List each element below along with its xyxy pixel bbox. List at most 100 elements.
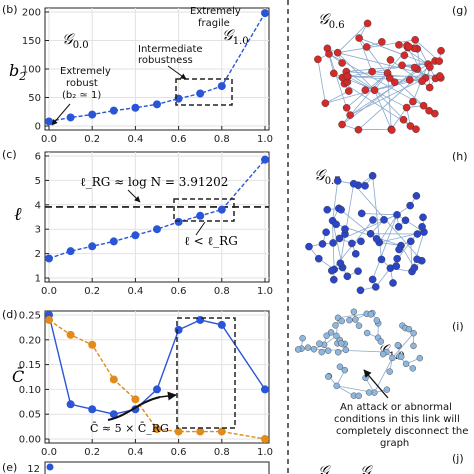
network-node bbox=[369, 216, 377, 224]
network-node bbox=[355, 34, 363, 42]
network-node bbox=[294, 346, 302, 353]
network-node bbox=[325, 50, 333, 58]
network-node bbox=[373, 317, 381, 324]
panel-label-e: (e) bbox=[2, 461, 17, 474]
network-node bbox=[362, 43, 371, 51]
y-tick-label: 100 bbox=[22, 65, 41, 76]
panel-label-g: (g) bbox=[452, 4, 468, 17]
plot-frame-e bbox=[44, 461, 270, 474]
data-point bbox=[45, 117, 53, 126]
grid-b bbox=[45, 8, 269, 130]
network-node bbox=[395, 245, 403, 254]
x-tick-label: 0.0 bbox=[41, 447, 57, 458]
network-node bbox=[393, 254, 401, 263]
network-node bbox=[416, 354, 423, 362]
data-point bbox=[66, 400, 75, 409]
reference-label-lrg: ℓ_RG ≈ log N = 3.91202 bbox=[80, 175, 228, 189]
network-edge bbox=[339, 183, 355, 264]
y-tick-label: 0.05 bbox=[19, 410, 41, 421]
y-tick-label: 2 bbox=[35, 249, 41, 260]
y-tick-label: 0.00 bbox=[19, 435, 41, 446]
network-node bbox=[410, 342, 417, 350]
network-node bbox=[342, 104, 351, 112]
network-node bbox=[411, 36, 419, 44]
data-point bbox=[109, 410, 118, 419]
network-node bbox=[363, 329, 371, 337]
panel-label-h: (h) bbox=[452, 150, 468, 163]
panel-label-i: (i) bbox=[452, 320, 464, 333]
network-edge bbox=[387, 73, 392, 130]
x-tick-label: 0.0 bbox=[41, 286, 57, 297]
data-point bbox=[196, 211, 205, 220]
network-node bbox=[419, 101, 428, 110]
ratio-pointer bbox=[107, 396, 161, 421]
network-node bbox=[410, 63, 419, 72]
network-node bbox=[406, 201, 414, 210]
x-tick-label: 0.0 bbox=[41, 134, 57, 145]
x-ticks-d: 0.0 0.2 0.4 0.6 0.8 1.0 bbox=[41, 439, 273, 458]
x-tick-label: 0.2 bbox=[84, 286, 100, 297]
intermediate-label-1: Intermediate bbox=[138, 44, 203, 55]
network-node bbox=[405, 43, 413, 51]
network-edge bbox=[332, 242, 335, 270]
network-node bbox=[378, 38, 386, 46]
network-node bbox=[318, 348, 325, 356]
chart-d: (d) 0.0 0.2 0.4 0.6 0.8 1.0 0.000.050.100.150… bbox=[2, 308, 273, 458]
network-node bbox=[363, 19, 372, 28]
data-point bbox=[153, 225, 161, 234]
x-tick-label: 0.8 bbox=[214, 134, 230, 145]
network-i: 𝒢1.0 (i) An attack or abnormal condition… bbox=[294, 308, 468, 449]
plot-frame-d bbox=[44, 310, 270, 444]
y-tick-label: 1 bbox=[35, 274, 41, 285]
network-node bbox=[402, 360, 410, 368]
network-node bbox=[372, 234, 381, 243]
y-ticks-c: 1 2 3 4 5 6 bbox=[35, 152, 49, 285]
network-node bbox=[399, 115, 408, 124]
y-tick-label: 150 bbox=[22, 36, 41, 47]
network-node bbox=[341, 225, 349, 233]
data-point bbox=[109, 375, 118, 384]
network-title-j: 𝒢 bbox=[318, 462, 331, 474]
chart-e-partial: (e) 12 bbox=[2, 461, 270, 474]
network-node bbox=[435, 72, 444, 80]
network-edge bbox=[317, 59, 326, 104]
intermediate-label-2: robustness bbox=[138, 55, 193, 66]
network-node bbox=[324, 347, 332, 354]
network-node bbox=[368, 67, 376, 76]
nodes-i bbox=[294, 308, 423, 400]
data-point bbox=[88, 110, 97, 119]
data-point bbox=[66, 330, 75, 339]
y-tick-label: 3 bbox=[35, 225, 41, 236]
attack-note-line-1: An attack or abnormal bbox=[340, 402, 452, 413]
network-node bbox=[383, 386, 391, 393]
network-node bbox=[330, 275, 338, 284]
network-node bbox=[371, 283, 380, 291]
network-title-j-2: 𝒢 bbox=[360, 462, 373, 474]
network-node bbox=[335, 234, 344, 243]
network-node bbox=[413, 230, 422, 238]
critical-link-arrow bbox=[363, 369, 389, 399]
network-node bbox=[365, 389, 373, 396]
network-node bbox=[425, 83, 434, 92]
network-node bbox=[368, 275, 377, 284]
network-edge bbox=[341, 46, 410, 125]
network-node bbox=[336, 259, 345, 268]
network-node bbox=[406, 76, 414, 84]
network-node bbox=[314, 55, 322, 64]
network-node bbox=[386, 56, 395, 64]
network-node bbox=[333, 332, 340, 340]
network-node bbox=[316, 340, 323, 347]
network-edge bbox=[341, 68, 418, 125]
network-node bbox=[361, 182, 369, 190]
network-node bbox=[310, 346, 318, 353]
network-g: 𝒢0.6 (g) bbox=[314, 4, 468, 134]
network-node bbox=[355, 392, 362, 400]
network-node bbox=[314, 254, 323, 263]
y-tick-label: 0.15 bbox=[19, 360, 41, 371]
network-node bbox=[380, 216, 388, 224]
network-node bbox=[338, 340, 345, 347]
data-point bbox=[174, 217, 183, 226]
network-node bbox=[328, 266, 336, 275]
network-node bbox=[333, 48, 342, 57]
data-point bbox=[88, 340, 97, 349]
